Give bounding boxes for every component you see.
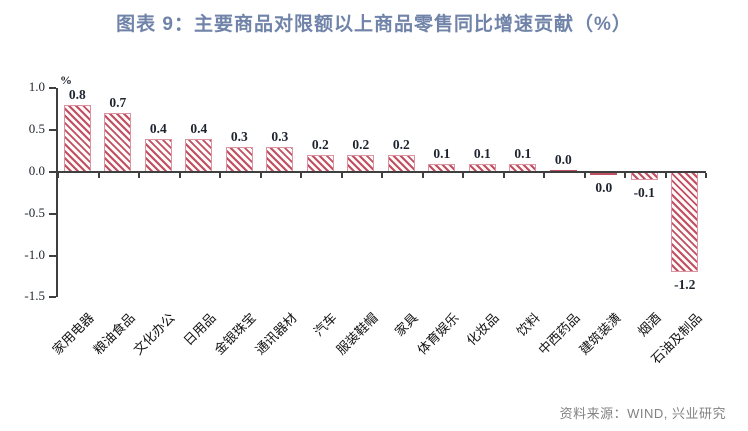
y-tick-label: 0.0: [28, 163, 45, 178]
x-tick: [260, 173, 262, 178]
bar-value-label: 0.1: [514, 146, 532, 161]
category-label: 烟酒: [634, 310, 664, 340]
x-tick: [219, 173, 221, 178]
bar: [145, 139, 172, 172]
y-tick-label: -1.5: [24, 288, 45, 303]
category-label: 家具: [391, 310, 421, 340]
y-tick: [49, 87, 56, 89]
category-label: 体育娱乐: [414, 310, 462, 358]
x-axis: [56, 171, 706, 173]
y-tick-label: -0.5: [24, 205, 45, 220]
y-tick: [49, 213, 56, 215]
x-tick: [98, 173, 100, 178]
bar-value-label: 0.7: [109, 95, 127, 110]
x-tick: [381, 173, 383, 178]
bar-value-label: 0.2: [392, 137, 410, 152]
x-tick: [57, 173, 59, 178]
x-tick: [179, 173, 181, 178]
bar-value-label: 0.3: [271, 129, 289, 144]
bar: [64, 105, 91, 172]
category-label: 饮料: [513, 310, 543, 340]
bar: [347, 155, 374, 172]
y-tick: [49, 129, 56, 131]
y-tick-label: 0.5: [28, 121, 45, 136]
category-label: 建筑装潢: [576, 310, 624, 358]
bar: [185, 139, 212, 172]
y-tick: [49, 255, 56, 257]
x-tick: [584, 173, 586, 178]
chart-title: 图表 9：主要商品对限额以上商品零售同比增速贡献（%）: [116, 14, 632, 35]
bar: [388, 155, 415, 172]
bar-value-label: 0.1: [473, 146, 491, 161]
bar-value-label: 0.8: [68, 87, 86, 102]
bar: [266, 147, 293, 172]
bar: [631, 172, 658, 180]
bar: [590, 173, 617, 175]
bar-value-label: 0.2: [352, 137, 370, 152]
bar-value-label: 0.0: [595, 180, 613, 195]
bar-value-label: 0.4: [149, 121, 167, 136]
y-tick-label: 1.0: [28, 79, 45, 94]
y-tick-label: -1.0: [24, 247, 45, 262]
bar: [307, 155, 334, 172]
y-tick: [49, 171, 56, 173]
bar-value-label: 0.4: [190, 121, 208, 136]
category-label: 通讯器材: [252, 310, 300, 358]
category-label: 金银珠宝: [211, 310, 259, 358]
category-label: 粮油食品: [90, 310, 138, 358]
bar-value-label: 0.3: [230, 129, 248, 144]
source-note: 资料来源：WIND, 兴业研究: [559, 406, 726, 421]
bar-value-label: -0.1: [633, 185, 655, 200]
x-tick: [503, 173, 505, 178]
y-tick: [49, 296, 56, 298]
x-tick: [341, 173, 343, 178]
bar-value-label: 0.0: [554, 152, 572, 167]
bar-value-label: -1.2: [674, 277, 696, 292]
category-label: 中西药品: [535, 310, 583, 358]
x-tick: [543, 173, 545, 178]
x-tick: [624, 173, 626, 178]
x-tick: [138, 173, 140, 178]
x-tick: [422, 173, 424, 178]
bar: [226, 147, 253, 172]
category-label: 化妆品: [463, 310, 502, 349]
x-tick: [300, 173, 302, 178]
bar-value-label: 0.2: [311, 137, 329, 152]
bar: [671, 172, 698, 272]
bar-value-label: 0.1: [433, 146, 451, 161]
x-tick: [665, 173, 667, 178]
y-axis: [56, 88, 58, 297]
bar: [104, 113, 131, 172]
x-tick: [705, 173, 707, 178]
axis-unit-label: %: [60, 73, 72, 87]
x-tick: [462, 173, 464, 178]
category-label: 家用电器: [49, 310, 97, 358]
category-label: 服装鞋帽: [333, 310, 381, 358]
category-label: 文化办公: [130, 310, 178, 358]
category-label: 汽车: [310, 310, 340, 340]
